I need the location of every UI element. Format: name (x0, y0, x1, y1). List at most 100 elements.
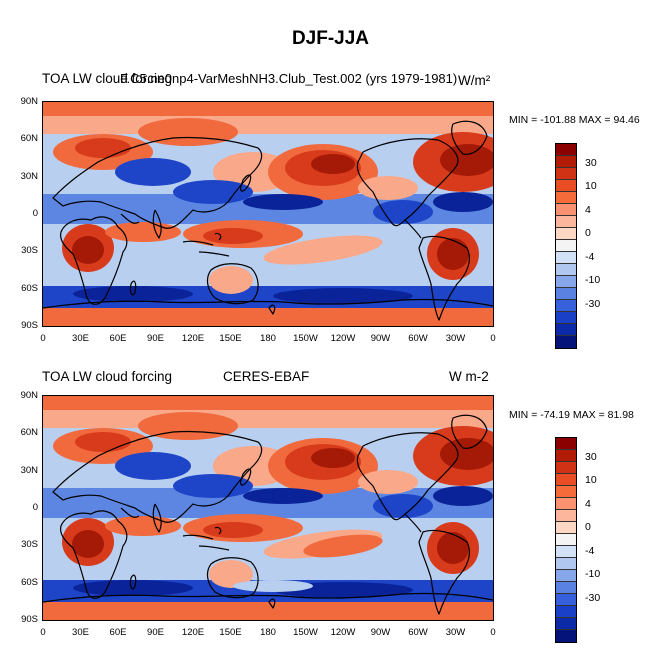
colorbar-swatch (556, 252, 576, 264)
contour-region (115, 452, 191, 480)
colorbar-swatch (556, 324, 576, 336)
colorbar-label: 4 (585, 498, 591, 510)
colorbar-swatch (556, 156, 576, 168)
figure-title: DJF-JJA (291, 28, 370, 49)
colorbar-swatch (556, 498, 576, 510)
coastline (268, 598, 276, 609)
lat-tick-label: 30S (21, 245, 38, 257)
contour-region (173, 474, 253, 498)
panel-units: W m-2 (449, 369, 489, 384)
panel-left-title: TOA LW cloud forcing (42, 369, 173, 384)
contour-region (358, 470, 418, 494)
lon-tick-label: 150E (219, 333, 242, 344)
lon-tick-label: 30E (72, 333, 89, 344)
panel-units: W/m² (458, 73, 491, 88)
contour-region (311, 448, 355, 468)
colorbar-label: 10 (585, 180, 597, 192)
contour-region (233, 580, 313, 592)
lat-tick-label: 90S (21, 320, 38, 331)
panel-model: TOA LW cloud forcing F.C5.ne0np4-VarMesh… (0, 66, 661, 366)
colorbar-swatch (556, 618, 576, 630)
antarctic-band (43, 308, 493, 326)
contour-region (440, 144, 493, 176)
colorbar-label: 10 (585, 474, 597, 486)
arctic-band (43, 396, 493, 410)
contour-region (173, 180, 253, 204)
colorbar-swatch (556, 180, 576, 192)
contour-region (75, 432, 131, 452)
lon-tick-label: 150E (219, 627, 242, 638)
colorbar-label: -4 (585, 545, 595, 557)
colorbar-swatch (556, 606, 576, 618)
colorbar-swatch (556, 558, 576, 570)
colorbar-label: -30 (585, 592, 601, 604)
contour-region (203, 522, 263, 538)
coastline (240, 174, 252, 192)
coastline (120, 209, 162, 239)
colorbar-swatch (556, 582, 576, 594)
lon-tick-label: 30E (72, 627, 89, 638)
contour-region (273, 288, 413, 304)
colorbar-swatch (556, 300, 576, 312)
coastline (182, 232, 230, 257)
lat-tick-label: 90N (20, 390, 38, 401)
colorbar-swatch (556, 336, 576, 348)
lon-tick-label: 180 (260, 333, 276, 344)
colorbar-swatch (556, 264, 576, 276)
colorbar-swatch (556, 630, 576, 642)
colorbar-swatch (556, 192, 576, 204)
lat-tick-label: 0 (32, 502, 38, 513)
arctic-band (43, 102, 493, 116)
colorbar-swatch (556, 546, 576, 558)
coastline (129, 280, 137, 296)
colorbar-label: 0 (585, 227, 591, 239)
contour-region (440, 438, 493, 470)
coastline (52, 136, 263, 229)
colorbar-swatch (556, 570, 576, 582)
subarctic-band (43, 410, 493, 428)
lon-tick-label: 150W (293, 627, 318, 638)
lon-tick-label: 60E (109, 333, 127, 344)
colorbar-swatch (556, 534, 576, 546)
colorbar-swatch (556, 168, 576, 180)
contour-region (433, 486, 493, 506)
colorbar-swatch (556, 288, 576, 300)
lat-tick-label: 0 (32, 208, 38, 219)
lat-tick-label: 60N (20, 133, 38, 145)
lon-tick-label: 90E (147, 627, 164, 638)
coastline (268, 304, 276, 315)
southern-subtropics-band (43, 556, 493, 580)
lon-tick-label: 0 (490, 627, 496, 638)
lat-tick-label: 60S (21, 576, 38, 588)
colorbar-swatch (556, 510, 576, 522)
colorbar-swatch (556, 228, 576, 240)
coastline (129, 574, 137, 590)
colorbar-swatch (556, 312, 576, 324)
contour-region (437, 532, 469, 564)
contour-region (209, 266, 253, 294)
antarctic-band (43, 602, 493, 620)
colorbar-swatch (556, 438, 576, 450)
coastline (206, 263, 259, 305)
coastline (356, 432, 459, 521)
lon-tick-label: 120E (181, 627, 205, 638)
colorbar-swatch (556, 522, 576, 534)
colorbar-swatch (556, 204, 576, 216)
colorbar-swatch (556, 462, 576, 474)
contour-region (373, 200, 433, 224)
coastline (451, 414, 488, 449)
lat-tick-label: 90N (20, 96, 38, 107)
contour-region (73, 286, 193, 302)
coastline (52, 430, 263, 523)
global-map (42, 395, 494, 621)
panel-left-title: TOA LW cloud forcing (42, 71, 173, 86)
min-max-label: MIN = -74.19 MAX = 81.98 (509, 409, 634, 421)
lon-tick-label: 30W (445, 333, 466, 344)
lon-tick-label: 0 (40, 627, 46, 638)
coastline (60, 216, 128, 305)
global-map (42, 101, 494, 327)
lon-tick-label: 0 (490, 333, 496, 344)
lon-tick-label: 60W (408, 627, 428, 638)
coastline (182, 526, 230, 551)
coastline (404, 513, 422, 533)
